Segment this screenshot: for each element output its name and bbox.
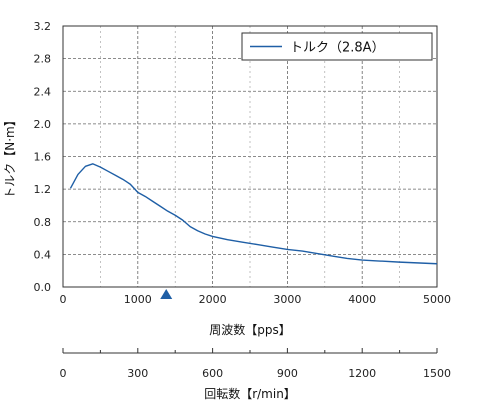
grid xyxy=(63,26,437,287)
x-tick-label: 0 xyxy=(60,293,67,306)
x2-tick-label: 0 xyxy=(60,367,67,380)
x2-tick-label: 600 xyxy=(202,367,223,380)
plot-frame xyxy=(62,25,438,288)
series-line xyxy=(69,163,438,265)
marker-triangle xyxy=(160,289,173,299)
y-tick-label: 0.0 xyxy=(34,281,52,294)
y-axis-label: トルク【N·m】 xyxy=(3,114,17,198)
y-tick-label: 0.4 xyxy=(34,248,52,261)
x2-tick-label: 900 xyxy=(277,367,298,380)
x-ticks: 0 1000 2000 3000 4000 5000 xyxy=(60,293,452,306)
y-tick-label: 1.2 xyxy=(34,183,52,196)
y-ticks: 0.0 0.4 0.8 1.2 1.6 2.0 2.4 2.8 3.2 xyxy=(34,20,52,294)
x-axis-label: 周波数【pps】 xyxy=(209,322,291,337)
x-tick-label: 5000 xyxy=(423,293,451,306)
y-tick-label: 2.4 xyxy=(34,85,52,98)
x2-axis-label: 回転数【r/min】 xyxy=(204,386,296,401)
x-tick-label: 3000 xyxy=(273,293,301,306)
legend: トルク（2.8A） xyxy=(241,32,433,61)
y-tick-label: 1.6 xyxy=(34,151,52,164)
x-tick-label: 2000 xyxy=(199,293,227,306)
x2-tick-label: 300 xyxy=(127,367,148,380)
x2-axis: 0 300 600 900 1200 1500 xyxy=(60,348,451,380)
y-tick-label: 0.8 xyxy=(34,216,52,229)
series-layer xyxy=(69,163,438,299)
x-tick-label: 1000 xyxy=(124,293,152,306)
x-tick-label: 4000 xyxy=(348,293,376,306)
x2-tick-label: 1200 xyxy=(348,367,376,380)
y-tick-label: 2.8 xyxy=(34,53,52,66)
y-tick-label: 2.0 xyxy=(34,118,52,131)
x2-tick-label: 1500 xyxy=(423,367,451,380)
legend-entry: トルク（2.8A） xyxy=(290,41,385,56)
y-tick-label: 3.2 xyxy=(34,20,52,33)
